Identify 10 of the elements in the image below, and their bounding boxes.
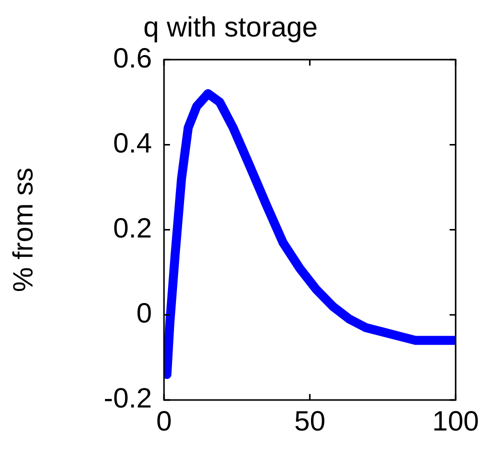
x-tick-label: 50	[294, 406, 326, 437]
x-tick-label: 100	[432, 406, 479, 437]
y-tick-label: 0.6	[113, 42, 152, 74]
x-tick-label: 0	[156, 406, 172, 437]
y-tick-label: 0.2	[113, 212, 152, 244]
y-tick-label: 0.4	[113, 127, 152, 158]
y-axis-title: % from ss	[8, 168, 39, 292]
y-tick-label: 0	[136, 298, 152, 329]
y-tick-label: -0.2	[104, 382, 152, 414]
chart-title: q with storage	[143, 12, 318, 43]
